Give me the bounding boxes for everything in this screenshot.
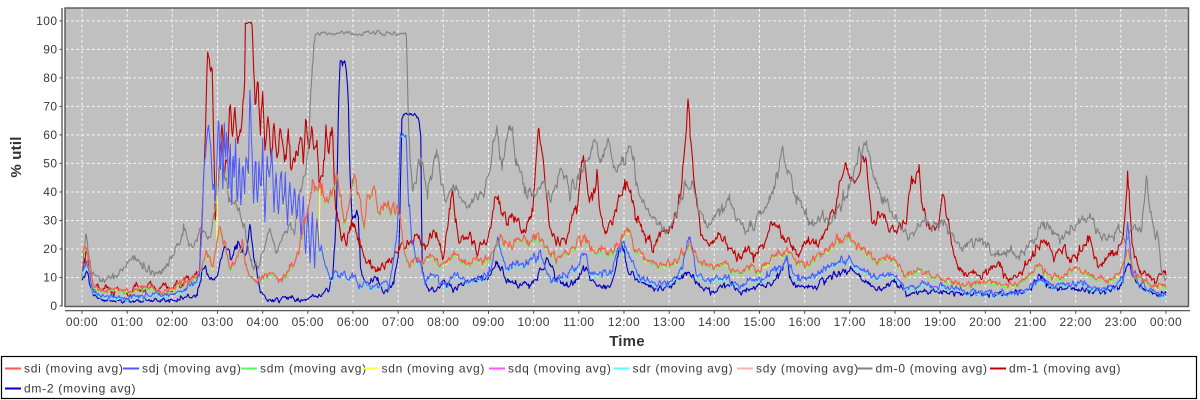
svg-text:0: 0: [50, 299, 57, 313]
svg-text:sdq (moving avg): sdq (moving avg): [508, 362, 612, 376]
svg-text:18:00: 18:00: [879, 315, 911, 329]
svg-text:07:00: 07:00: [382, 315, 414, 329]
svg-text:14:00: 14:00: [698, 315, 730, 329]
svg-text:21:00: 21:00: [1014, 315, 1046, 329]
svg-text:15:00: 15:00: [743, 315, 775, 329]
svg-text:60: 60: [43, 128, 57, 142]
svg-text:00:00: 00:00: [1150, 315, 1182, 329]
svg-text:sdm (moving avg): sdm (moving avg): [260, 362, 367, 376]
svg-text:19:00: 19:00: [924, 315, 956, 329]
svg-text:17:00: 17:00: [834, 315, 866, 329]
svg-text:sdj (moving avg): sdj (moving avg): [142, 362, 242, 376]
svg-text:90: 90: [43, 43, 57, 57]
svg-text:16:00: 16:00: [789, 315, 821, 329]
svg-text:23:00: 23:00: [1105, 315, 1137, 329]
svg-text:20:00: 20:00: [969, 315, 1001, 329]
svg-text:10:00: 10:00: [518, 315, 550, 329]
svg-text:40: 40: [43, 185, 57, 199]
svg-text:80: 80: [43, 71, 57, 85]
svg-text:06:00: 06:00: [337, 315, 369, 329]
svg-text:08:00: 08:00: [427, 315, 459, 329]
svg-text:sdi (moving avg): sdi (moving avg): [24, 362, 124, 376]
svg-text:05:00: 05:00: [292, 315, 324, 329]
svg-text:dm-2 (moving avg): dm-2 (moving avg): [24, 382, 136, 396]
svg-text:03:00: 03:00: [201, 315, 233, 329]
svg-text:70: 70: [43, 100, 57, 114]
svg-text:50: 50: [43, 157, 57, 171]
svg-text:02:00: 02:00: [156, 315, 188, 329]
svg-text:10: 10: [43, 271, 57, 285]
svg-text:sdr (moving avg): sdr (moving avg): [633, 362, 734, 376]
svg-text:01:00: 01:00: [111, 315, 143, 329]
svg-text:00:00: 00:00: [66, 315, 98, 329]
svg-text:12:00: 12:00: [608, 315, 640, 329]
svg-text:22:00: 22:00: [1060, 315, 1092, 329]
svg-text:09:00: 09:00: [472, 315, 504, 329]
svg-text:04:00: 04:00: [247, 315, 279, 329]
svg-text:dm-1 (moving avg): dm-1 (moving avg): [1009, 362, 1121, 376]
svg-text:dm-0 (moving avg): dm-0 (moving avg): [876, 362, 988, 376]
svg-text:% util: % util: [8, 136, 25, 177]
svg-text:20: 20: [43, 242, 57, 256]
svg-text:11:00: 11:00: [563, 315, 594, 329]
svg-text:sdy (moving avg): sdy (moving avg): [756, 362, 859, 376]
svg-text:sdn (moving avg): sdn (moving avg): [382, 362, 486, 376]
svg-text:30: 30: [43, 214, 57, 228]
svg-text:Time: Time: [609, 333, 645, 350]
svg-text:13:00: 13:00: [653, 315, 685, 329]
svg-text:100: 100: [36, 14, 57, 28]
